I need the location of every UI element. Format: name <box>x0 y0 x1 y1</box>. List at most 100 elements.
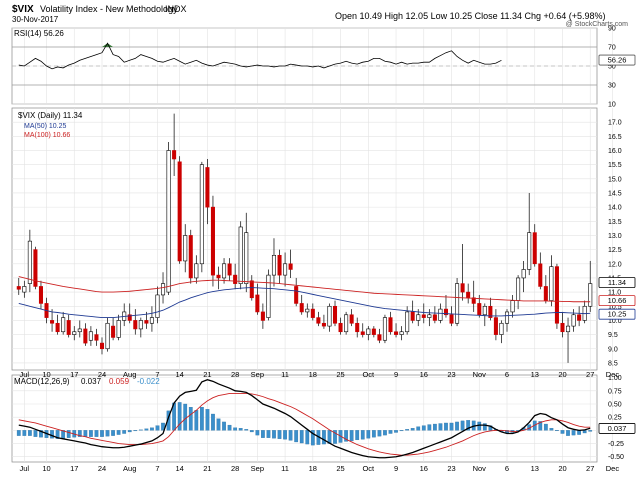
candle <box>277 254 282 276</box>
y-tick-label: 90 <box>608 26 616 33</box>
macd-histogram-bar <box>310 430 315 446</box>
candle <box>216 274 221 279</box>
y-tick-label: 13.0 <box>608 233 622 240</box>
macd-histogram-bar <box>28 430 32 436</box>
candle <box>88 331 93 341</box>
y-tick-label: 11.0 <box>608 290 621 297</box>
x-tick-label: 25 <box>336 370 344 379</box>
y-tick-label: 50 <box>608 64 616 71</box>
candle <box>172 150 177 160</box>
candle <box>360 331 365 335</box>
macd-histogram-bar <box>466 420 471 431</box>
macd-histogram-bar <box>127 430 132 433</box>
macd-histogram-bar <box>105 430 110 437</box>
candle <box>222 263 227 279</box>
macd-histogram-bar <box>366 430 371 439</box>
macd-histogram-bar <box>255 430 260 436</box>
y-tick-label: 13.5 <box>608 219 622 226</box>
candle <box>432 314 437 321</box>
x-tick-label: Sep <box>251 464 264 473</box>
y-tick-label: 15.0 <box>608 176 622 183</box>
y-tick-label: 0.75 <box>608 388 622 395</box>
y-tick-label: 16.5 <box>608 134 622 141</box>
date-label: 30-Nov-2017 <box>12 15 59 24</box>
candle <box>355 322 360 333</box>
candle <box>133 320 138 330</box>
x-tick-label: 13 <box>531 370 539 379</box>
y-tick-label: 8.5 <box>608 360 618 367</box>
candle <box>288 263 293 270</box>
x-tick-label: Jul <box>20 464 30 473</box>
x-tick-label: 9 <box>394 464 398 473</box>
candle <box>266 274 271 318</box>
y-tick-label: 10.5 <box>608 304 622 311</box>
x-tick-label: 20 <box>558 370 566 379</box>
x-tick-label: 25 <box>336 464 344 473</box>
macd-histogram-bar <box>122 430 127 434</box>
candle <box>161 283 166 296</box>
exchange-label: INDX <box>165 4 187 14</box>
macd-histogram-bar <box>39 430 43 438</box>
macd-histogram-bar <box>94 430 99 437</box>
candle <box>249 280 254 299</box>
x-tick-label: Aug <box>123 464 136 473</box>
macd-histogram-bar <box>433 423 437 431</box>
macd-histogram-bar <box>460 420 465 431</box>
candle <box>210 206 215 276</box>
candle <box>421 314 426 318</box>
macd-histogram-bar <box>33 430 38 437</box>
x-tick-label: 23 <box>447 464 455 473</box>
macd-histogram-bar <box>360 430 365 440</box>
macd-histogram-bar <box>249 430 254 433</box>
candle <box>116 320 121 338</box>
x-tick-label: 9 <box>394 370 398 379</box>
candle <box>488 305 493 318</box>
macd-histogram-bar <box>89 430 93 437</box>
macd-histogram-bar <box>421 425 426 431</box>
x-tick-label: 18 <box>309 370 317 379</box>
macd-histogram-bar <box>388 430 393 434</box>
macd-histogram-bar <box>227 424 232 431</box>
macd-histogram-bar <box>416 426 421 431</box>
x-tick-label: 11 <box>281 464 289 473</box>
candle <box>155 294 160 318</box>
macd-histogram-bar <box>582 430 587 434</box>
candle <box>321 322 326 327</box>
macd-histogram-bar <box>216 418 221 431</box>
candle <box>493 317 498 335</box>
macd-histogram-bar <box>344 430 348 442</box>
candle <box>27 240 32 284</box>
panel-frame <box>11 107 598 371</box>
x-tick-label: 23 <box>447 370 455 379</box>
macd-histogram-bar <box>22 430 27 436</box>
candle <box>310 308 315 318</box>
candle <box>349 314 354 324</box>
macd-histogram-bar <box>333 430 337 444</box>
x-tick-label: 20 <box>558 464 566 473</box>
candle <box>22 286 27 293</box>
candle <box>477 303 482 316</box>
candle <box>571 314 576 327</box>
macd-histogram-bar <box>571 430 576 436</box>
candle <box>138 320 143 330</box>
rsi-legend: RSI(14) 56.26 <box>14 29 64 38</box>
candle <box>255 294 260 313</box>
macd-histogram-bar <box>394 430 398 433</box>
candle <box>99 342 105 350</box>
candle <box>399 331 404 335</box>
candle <box>233 274 238 284</box>
macd-histogram-bar <box>566 430 570 436</box>
candle <box>532 232 537 265</box>
y-tick-label: 14.5 <box>608 190 622 197</box>
index-name: Volatility Index - New Methodology <box>40 4 178 14</box>
y-tick-label: 12.0 <box>608 261 622 268</box>
y-tick-label: 0.50 <box>608 402 622 409</box>
macd-histogram-bar <box>188 407 193 431</box>
macd-histogram-bar <box>477 421 482 431</box>
x-tick-label: 21 <box>203 464 211 473</box>
y-tick-label: 9.5 <box>608 332 618 339</box>
macd-histogram-bar <box>155 425 160 431</box>
x-axis: Jul Jul 10 10 17 17 24 24 Aug Aug 7 7 14 14 21 21 28 28 Se… <box>20 370 620 473</box>
candle <box>194 263 199 279</box>
y-tick-label: 15.5 <box>608 162 622 169</box>
